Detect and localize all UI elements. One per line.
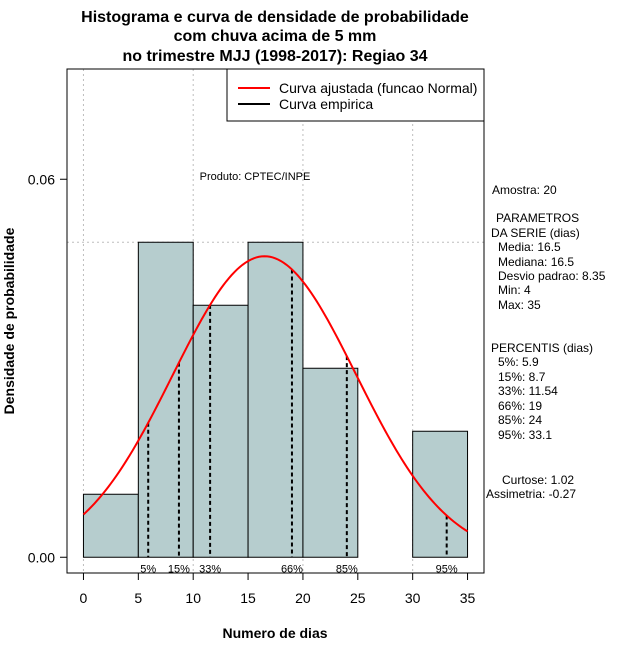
x-tick-label: 10: [185, 590, 201, 606]
x-tick-label: 35: [460, 590, 476, 606]
histogram-bar: [192, 304, 249, 558]
histogram-bar: [247, 241, 304, 558]
percentile-label: 66%: [281, 563, 303, 575]
y-axis-label: Densidade de probabilidade: [1, 227, 17, 414]
product-annotation: Produto: CPTEC/INPE: [200, 171, 311, 183]
x-tick-label: 15: [240, 590, 256, 606]
x-axis: 0 5 10 15 20 25 30 35: [80, 572, 476, 606]
histogram-bar: [302, 367, 359, 558]
percentile-label: 33%: [199, 563, 221, 575]
x-tick-label: 30: [405, 590, 421, 606]
y-axis: 0.00 0.06: [28, 171, 68, 565]
side-p66: 66%: 19: [498, 399, 542, 413]
y-tick-label: 0.06: [28, 171, 55, 187]
legend-box: [226, 68, 485, 122]
side-p85: 85%: 24: [498, 413, 542, 427]
side-max: Max: 35: [498, 298, 541, 312]
percentile-label: 15%: [168, 563, 190, 575]
x-tick-label: 25: [350, 590, 366, 606]
histogram-bar: [82, 493, 139, 558]
normal-curve-line: [82, 255, 469, 533]
percentile-lines-layer: 5% 15% 33% 66% 85% 95%: [140, 269, 458, 575]
x-tick-label: 20: [295, 590, 311, 606]
side-percentis-heading: PERCENTIS (dias): [491, 341, 593, 355]
legend: Curva ajustada (funcao Normal) Curva emp…: [226, 68, 485, 122]
chart-title-line-1: Histograma e curva de densidade de proba…: [81, 9, 469, 26]
side-mediana: Mediana: 16.5: [498, 255, 574, 269]
side-p95: 95%: 33.1: [498, 428, 552, 442]
side-media: Media: 16.5: [498, 240, 561, 254]
x-tick-label: 5: [134, 590, 142, 606]
histogram-bar: [137, 241, 194, 558]
side-p5: 5%: 5.9: [498, 355, 539, 369]
percentile-label: 85%: [336, 563, 358, 575]
side-p15: 15%: 8.7: [498, 370, 546, 384]
side-curtose: Curtose: 1.02: [502, 473, 574, 487]
x-axis-label: Numero de dias: [222, 625, 327, 641]
chart-title-line-2: com chuva acima de 5 mm: [174, 28, 377, 45]
side-parametros-subheading: DA SERIE (dias): [491, 226, 580, 240]
side-assimetria: Assimetria: -0.27: [486, 487, 576, 501]
legend-empirical-label: Curva empirica: [279, 96, 373, 112]
side-parametros-heading: PARAMETROS: [496, 211, 579, 225]
side-amostra: Amostra: 20: [492, 183, 557, 197]
x-tick-label: 0: [80, 590, 88, 606]
y-tick-label: 0.00: [28, 549, 55, 565]
percentile-label: 5%: [140, 563, 156, 575]
side-desvio: Desvio padrao: 8.35: [498, 269, 606, 283]
histogram-bar: [412, 430, 469, 558]
legend-normal-label: Curva ajustada (funcao Normal): [279, 80, 477, 96]
side-p33: 33%: 11.54: [498, 384, 558, 398]
side-panel: Amostra: 20 PARAMETROS DA SERIE (dias) M…: [486, 183, 606, 501]
bars-layer: [82, 241, 469, 558]
percentile-label: 95%: [436, 563, 458, 575]
chart-title-line-3: no trimestre MJJ (1998-2017): Regiao 34: [122, 48, 427, 65]
side-min: Min: 4: [498, 283, 531, 297]
